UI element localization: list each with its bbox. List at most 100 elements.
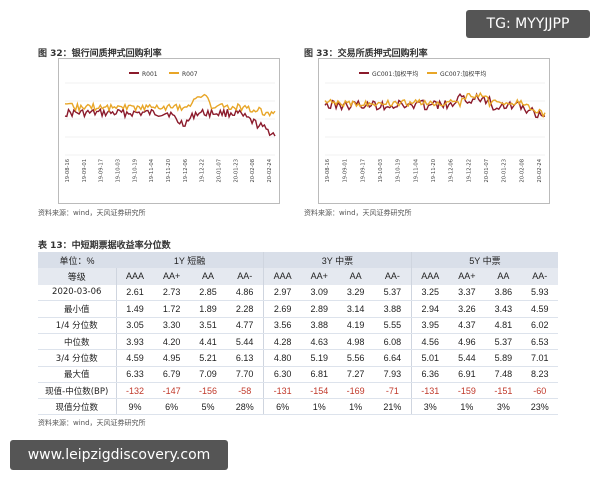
table-row: 最小值 1.49 1.72 1.89 2.28 2.69 2.89 3.14 3.88 2.94 3… [38,300,558,318]
table-cell: -132 [115,382,154,400]
table-row: 现值-中位数(BP) -132 -147 -156 -58 -131 -154 -169 -71… [38,382,558,400]
legend-label: GC007:加权平均 [440,70,486,78]
table-cell: 4.77 [226,317,264,334]
table-cell: 5% [189,398,227,416]
fig33-chart: GC001:加权平均 GC007:加权平均 19-08-16 19-09-01 19-0… [318,58,550,204]
rating-header: AAA [263,268,302,285]
table-cell: 6.81 [301,366,338,383]
table-cell: 4.19 [337,317,374,334]
x-tick-label: 20-01-07 [217,159,223,183]
rating-header: AAA [410,268,449,285]
table-cell: 6.02 [521,317,558,334]
table-cell: -58 [226,382,264,400]
group-header-1: 3Y 中票 [263,252,412,269]
table-cell: -156 [189,382,227,400]
rating-header: AA- [521,268,558,285]
series-line-1 [64,93,276,118]
grade-label: 等级 [38,268,116,285]
x-tick-label: 20-02-08 [519,159,525,183]
x-tick-label: 20-02-24 [267,158,273,182]
x-tick-label: 19-09-17 [360,159,366,183]
legend-label: R007 [182,71,198,78]
fig32-title: 图 32：银行间质押式回购利率 [38,49,162,59]
x-tick-label: 19-09-01 [82,159,88,183]
table-cell: 2.97 [263,284,302,302]
table-cell: 4.41 [189,333,227,351]
table-cell: 3% [410,398,449,416]
table-row: 现值分位数 9% 6% 5% 28% 6% 1% 1% 21% 3% 1% 3% 23% [38,398,558,416]
fig32-svg: R001 R007 19-08-16 19-09-01 19-09-17 19-10-03… [64,71,276,183]
table-cell: 4.59 [115,349,154,367]
table-cell: 4.37 [448,317,486,334]
table-cell: 7.09 [189,366,227,383]
rating-header: AA [337,268,374,285]
table-cell: 3.88 [373,300,412,318]
table-cell: 7.27 [337,366,374,383]
table-cell: 6.08 [373,333,412,351]
table-cell: 6% [263,398,302,416]
rating-header: AA+ [153,268,190,285]
table-cell: 1.49 [115,300,154,318]
group-header-0: 1Y 短融 [116,252,264,269]
table-cell: 6.79 [153,366,190,383]
table-cell: 6.33 [115,366,154,383]
table-group-header: 单位：% 1Y 短融 3Y 中票 5Y 中票 [38,252,558,269]
fig33-source: 资料来源：wind，天风证券研究所 [304,209,412,217]
row-label: 中位数 [38,333,116,351]
table-cell: 5.56 [337,349,374,367]
row-label: 现值-中位数(BP) [38,382,116,400]
table-cell: 4.95 [153,349,190,367]
table-cell: 3.56 [263,317,302,334]
table-cell: -154 [301,382,338,400]
table-cell: -131 [263,382,302,400]
table-cell: 4.56 [410,333,449,351]
rating-header: AA [189,268,227,285]
table-cell: 6.53 [521,333,558,351]
unit-label: 单位：% [38,252,116,269]
table-cell: 1.72 [153,300,190,318]
x-tick-label: 19-08-16 [325,159,331,183]
table-cell: 4.80 [263,349,302,367]
table-cell: 1% [337,398,374,416]
table-cell: 6.36 [410,366,449,383]
x-tick-label: 19-12-06 [183,159,189,183]
table-cell: 3.26 [448,300,486,318]
table-cell: 5.21 [189,349,227,367]
x-tick-label: 20-02-08 [250,159,256,183]
table-cell: 4.28 [263,333,302,351]
table-cell: 3.93 [115,333,154,351]
table-cell: 3.30 [153,317,190,334]
row-label: 现值分位数 [38,398,116,416]
x-tick-label: 19-11-20 [431,159,437,183]
table-cell: -131 [410,382,449,400]
table-rating-header: 等级 AAA AA+ AA AA- AAA AA+ AA AA- AAA AA+ AA AA- [38,268,558,285]
yield-quantile-table: 单位：% 1Y 短融 3Y 中票 5Y 中票 等级 AAA AA+ AA AA- AAA… [38,252,558,416]
table-cell: 3.51 [189,317,227,334]
x-tick-label: 19-12-22 [200,159,206,183]
row-label: 最大值 [38,366,116,383]
table-cell: 6.64 [373,349,412,367]
rating-header: AAA [115,268,154,285]
table-cell: 3.95 [410,317,449,334]
row-label: 1/4 分位数 [38,317,116,334]
table-cell: 3.25 [410,284,449,302]
x-tick-label: 20-01-23 [233,159,239,183]
table-cell: 5.93 [521,284,558,302]
table-cell: 3.05 [115,317,154,334]
table-cell: 9% [115,398,154,416]
table-cell: 4.86 [226,284,264,302]
table-cell: 3.86 [485,284,522,302]
table-cell: 5.37 [485,333,522,351]
table-cell: 2.94 [410,300,449,318]
series-line-0 [324,92,546,119]
legend-label: GC001:加权平均 [372,70,418,78]
table-cell: 4.81 [485,317,522,334]
table-cell: 5.89 [485,349,522,367]
x-tick-label: 19-09-01 [343,159,349,183]
table-cell: 2.73 [153,284,190,302]
table-cell: 4.63 [301,333,338,351]
legend-label: R001 [142,71,158,78]
x-tick-label: 20-01-07 [484,159,490,183]
table-cell: 7.93 [373,366,412,383]
fig33-title: 图 33：交易所质押式回购利率 [304,49,428,59]
